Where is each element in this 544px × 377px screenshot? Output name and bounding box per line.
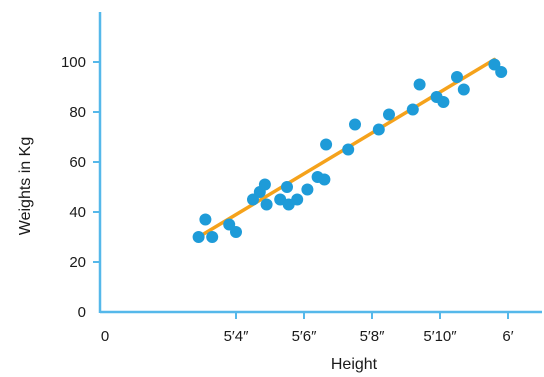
y-tick-label: 60 bbox=[69, 154, 86, 171]
y-tick-label: 40 bbox=[69, 204, 86, 221]
data-point bbox=[413, 78, 426, 91]
data-point bbox=[320, 138, 333, 151]
data-point bbox=[260, 198, 273, 211]
data-point bbox=[372, 123, 385, 136]
x-tick-label: 6′ bbox=[502, 328, 513, 345]
y-tick-label: 0 bbox=[78, 304, 86, 321]
y-tick-label: 80 bbox=[69, 104, 86, 121]
x-tick-label: 5′6″ bbox=[292, 328, 317, 345]
x-axis-title: Height bbox=[331, 356, 378, 373]
data-point bbox=[457, 83, 470, 96]
data-point bbox=[258, 178, 271, 191]
y-tick-label: 100 bbox=[61, 54, 86, 71]
data-point bbox=[291, 193, 304, 206]
y-axis-title: Weights in Kg bbox=[17, 137, 34, 235]
y-tick-label: 20 bbox=[69, 254, 86, 271]
data-point bbox=[192, 231, 205, 243]
x-tick-label: 0 bbox=[101, 328, 109, 345]
data-point bbox=[281, 181, 293, 193]
x-tick-label: 5′10″ bbox=[423, 328, 457, 345]
data-point bbox=[342, 143, 355, 156]
data-point bbox=[406, 103, 419, 116]
data-point bbox=[199, 213, 212, 226]
data-point bbox=[451, 71, 463, 83]
data-point bbox=[301, 183, 314, 196]
x-axis-ticks: 0 5′4″ 5′6″ 5′8″ 5′10″ 6′ bbox=[101, 312, 514, 345]
data-point bbox=[349, 118, 361, 131]
data-point bbox=[206, 231, 219, 243]
data-point bbox=[230, 226, 242, 238]
x-tick-label: 5′8″ bbox=[360, 328, 385, 345]
data-points bbox=[192, 58, 508, 243]
data-point bbox=[495, 66, 508, 78]
y-axis-ticks: 0 20 40 60 80 100 bbox=[61, 54, 100, 321]
data-point bbox=[318, 173, 331, 186]
data-point bbox=[437, 96, 450, 108]
data-point bbox=[383, 108, 395, 121]
x-tick-label: 5′4″ bbox=[224, 328, 249, 345]
